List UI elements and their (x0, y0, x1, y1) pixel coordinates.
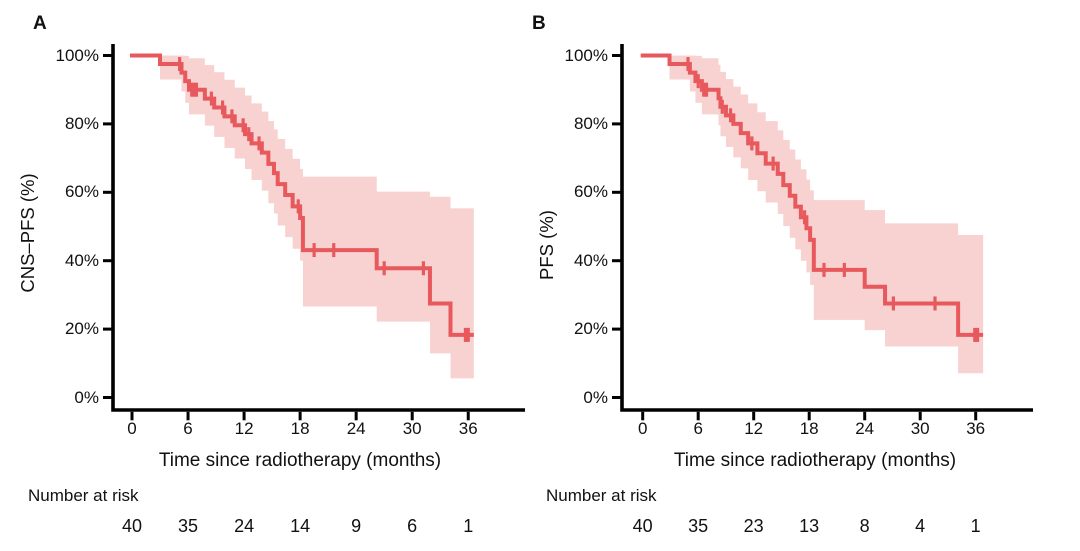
risk-count: 6 (407, 516, 418, 536)
y-tick-label: 100% (564, 45, 608, 65)
x-tick-label: 0 (127, 419, 137, 438)
x-tick-label: 36 (458, 419, 478, 438)
y-tick-label: 40% (64, 250, 99, 270)
risk-count: 40 (632, 516, 653, 536)
risk-count: 1 (970, 516, 981, 536)
panel-a-x-axis-title: Time since radiotherapy (months) (158, 450, 442, 471)
risk-count: 8 (859, 516, 870, 536)
km-curve (130, 53, 474, 337)
panel-b-letter: B (532, 13, 547, 34)
y-tick-label: 60% (573, 182, 608, 202)
x-tick-label: 6 (693, 419, 703, 438)
x-tick-label: 36 (966, 419, 986, 438)
x-tick-label: 12 (744, 419, 764, 438)
y-tick-label: 20% (573, 319, 608, 339)
confidence-band (160, 55, 474, 379)
x-tick-label: 18 (290, 419, 310, 438)
y-tick-label: 20% (64, 319, 99, 339)
risk-count: 24 (234, 516, 255, 536)
km-curve (640, 53, 984, 337)
risk-count: 9 (351, 516, 362, 536)
risk-count: 14 (290, 516, 311, 536)
panel-a-number-at-risk-label: Number at risk (28, 486, 139, 505)
x-tick-label: 24 (346, 419, 366, 438)
axis-lines (620, 44, 1033, 412)
x-tick-label: 30 (910, 419, 930, 438)
x-tick-label: 24 (855, 419, 875, 438)
panel-a: A CNS–PFS (%) Time since radiotherapy (m… (17, 13, 525, 536)
x-tick-label: 0 (637, 419, 648, 438)
x-tick-label: 12 (234, 419, 254, 438)
y-tick-label: 80% (64, 113, 99, 133)
axis-lines (111, 44, 525, 412)
risk-count: 13 (799, 516, 820, 536)
risk-count: 4 (915, 516, 926, 536)
y-tick-label: 0% (74, 387, 99, 407)
panel-a-plot-area (103, 44, 525, 421)
risk-count: 35 (178, 516, 199, 536)
risk-count: 1 (463, 516, 474, 536)
confidence-band (669, 55, 984, 374)
y-tick-label: 60% (64, 182, 99, 202)
x-tick-label: 18 (799, 419, 819, 438)
x-tick-label: 30 (402, 419, 422, 438)
panel-b-x-axis-title: Time since radiotherapy (months) (673, 450, 957, 471)
x-tick-label: 6 (183, 419, 193, 438)
y-tick-label: 0% (583, 387, 608, 407)
y-tick-label: 40% (573, 250, 608, 270)
y-tick-label: 80% (573, 113, 608, 133)
panel-b-plot-area (612, 44, 1033, 421)
panel-b: B PFS (%) Time since radiotherapy (month… (532, 0, 1080, 551)
risk-count: 23 (743, 516, 764, 536)
panel-b-number-at-risk-label: Number at risk (546, 486, 657, 505)
risk-count: 40 (121, 516, 143, 536)
panel-a-letter: A (33, 13, 48, 34)
risk-count: 35 (688, 516, 709, 536)
y-tick-label: 100% (55, 45, 99, 65)
